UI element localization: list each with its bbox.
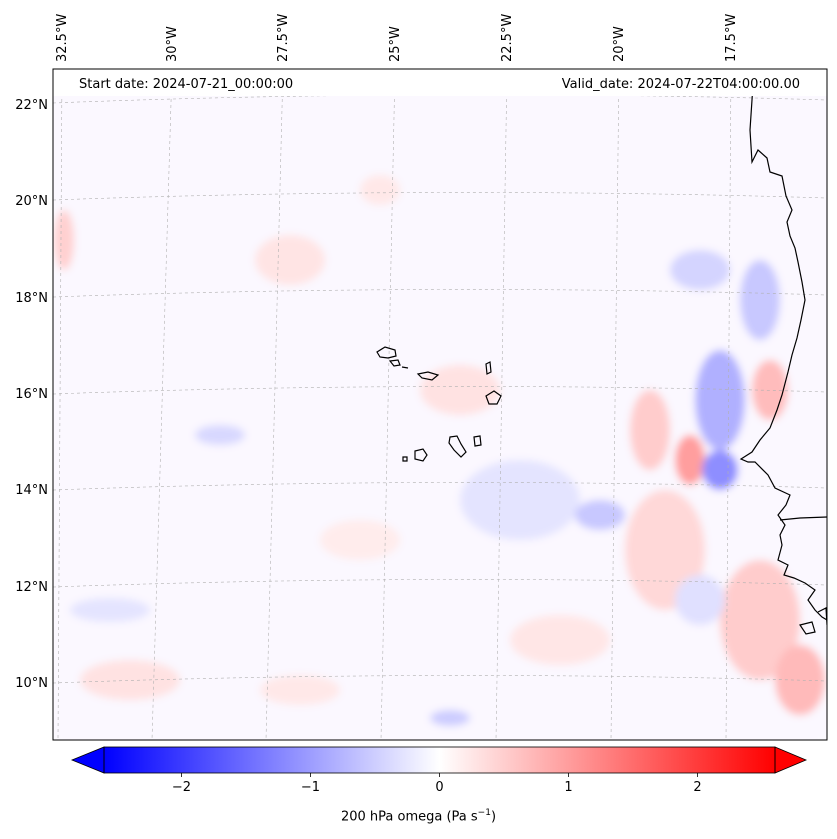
island-sao-vicente xyxy=(388,359,401,367)
start-date-label: Start date: 2024-07-21_00:00:00 xyxy=(79,77,294,92)
gridlines xyxy=(53,69,827,740)
lon-label-17-5w: 17.5°W xyxy=(724,13,739,62)
island-santa-luzia xyxy=(401,366,409,369)
lon-label-25w: 25°W xyxy=(388,26,403,62)
map-frame xyxy=(52,68,828,741)
colorbar-tick-label: 2 xyxy=(693,780,702,795)
lat-label-16n: 16°N xyxy=(15,387,48,402)
meridian-20w xyxy=(610,69,620,740)
lon-label-30w: 30°W xyxy=(165,26,180,62)
island-sal xyxy=(485,361,492,375)
africa-coastline xyxy=(739,69,827,621)
meridian-27-5w xyxy=(265,69,284,740)
colorbar-tick-label: 1 xyxy=(564,780,573,795)
parallel-22n xyxy=(53,94,827,104)
meridian-22-5w xyxy=(495,69,508,740)
gambia-coast xyxy=(779,516,827,521)
lat-label-20n: 20°N xyxy=(15,194,48,209)
colorbar-units-exp: −1 xyxy=(477,808,491,818)
coastlines xyxy=(376,69,827,635)
lon-label-20w: 20°W xyxy=(612,26,627,62)
island-fogo xyxy=(414,448,428,462)
meridian-17-5w xyxy=(725,69,732,740)
island-boa-vista xyxy=(485,390,502,405)
colorbar-label: 200 hPa omega (Pa s−1) xyxy=(0,808,837,824)
parallel-12n xyxy=(53,579,827,588)
colorbar-tick-label: −1 xyxy=(300,780,321,795)
island-brava xyxy=(402,456,408,462)
lon-label-32-5w: 32.5°W xyxy=(55,13,70,62)
lat-label-10n: 10°N xyxy=(15,676,48,691)
meridian-30w xyxy=(151,69,173,740)
colorbar-tick-label: −2 xyxy=(171,780,191,795)
lat-label-22n: 22°N xyxy=(15,98,48,113)
colorbar-variable: 200 hPa omega xyxy=(340,809,443,825)
colorbar-min-extend xyxy=(70,746,105,774)
island-santo-antao xyxy=(376,346,397,359)
island-sao-nicolau xyxy=(416,371,440,381)
lat-label-18n: 18°N xyxy=(15,291,48,306)
colorbar-tick-label: 0 xyxy=(435,780,444,795)
parallel-16n xyxy=(53,386,827,395)
island-maio xyxy=(473,435,482,447)
valid-date-label: Valid_date: 2024-07-22T04:00:00.00 xyxy=(561,77,800,92)
meridian-25w xyxy=(380,69,396,740)
header-band xyxy=(53,69,827,96)
colorbar-max-extend xyxy=(774,746,808,774)
lat-label-14n: 14°N xyxy=(15,483,48,498)
colorbar-units-prefix: (Pa s xyxy=(446,809,478,825)
omega-field xyxy=(53,69,827,740)
meridian-32-5w xyxy=(57,69,63,740)
colorbar-units-suffix: ) xyxy=(490,809,497,825)
parallel-20n xyxy=(53,192,827,201)
lat-label-12n: 12°N xyxy=(15,580,48,595)
parallel-10n xyxy=(53,675,827,684)
island-santiago xyxy=(448,435,467,458)
colorbar xyxy=(70,746,808,777)
lon-label-22-5w: 22.5°W xyxy=(500,13,515,62)
parallel-14n xyxy=(53,482,827,491)
parallel-18n xyxy=(53,289,827,298)
lon-label-27-5w: 27.5°W xyxy=(276,13,291,62)
colorbar-body xyxy=(104,747,775,773)
